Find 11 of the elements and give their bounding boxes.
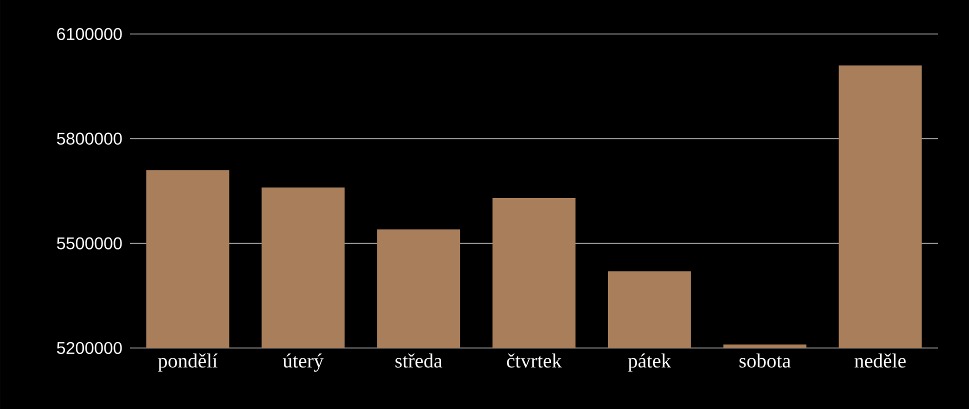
x-tick-label: pondělí xyxy=(158,354,218,372)
x-tick-label: neděle xyxy=(854,354,906,368)
x-tick-label: úterý xyxy=(282,354,324,372)
x-tick-label: čtvrtek xyxy=(507,354,562,368)
y-tick-label: 6100000 xyxy=(57,28,122,40)
x-tick-label: pátek xyxy=(628,354,672,372)
y-tick-label: 5800000 xyxy=(56,132,122,145)
x-tick-label: středa xyxy=(396,354,442,368)
y-tick-label: 5500000 xyxy=(56,237,122,250)
y-tick-label: 5200000 xyxy=(56,342,122,354)
x-tick-label: sobota xyxy=(740,354,791,368)
